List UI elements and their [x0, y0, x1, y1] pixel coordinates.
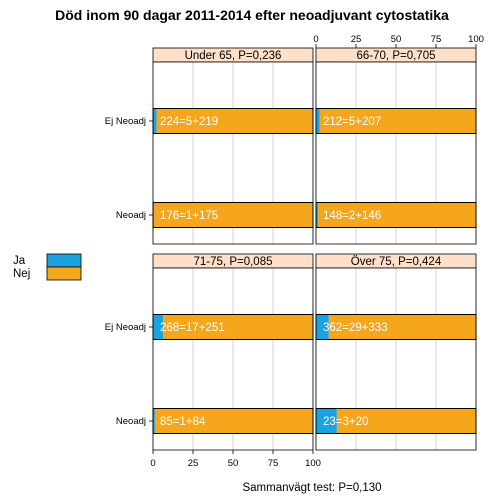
- bar-segment-ja: [153, 108, 157, 134]
- panel-border: [315, 267, 477, 451]
- facet-strip-label: Under 65, P=0,236: [185, 50, 282, 62]
- bar-label: 224=5+219: [160, 116, 218, 128]
- category-label: Ej Neoadj: [105, 322, 146, 333]
- x-tick-label: 25: [351, 34, 362, 45]
- x-tick-label: 100: [305, 458, 321, 469]
- chart-title: Död inom 90 dagar 2011-2014 efter neoadj…: [55, 7, 449, 23]
- bar-label: 23=3+20: [323, 416, 368, 428]
- bar-segment-ja: [316, 408, 337, 434]
- x-tick-label: 100: [468, 34, 484, 45]
- bar-segment-ja: [316, 314, 329, 340]
- facet-strip-label: Över 75, P=0,424: [351, 256, 442, 268]
- bar-segment-nej: [156, 108, 313, 134]
- x-tick-label: 75: [431, 34, 442, 45]
- bar-label: 268=17+251: [160, 322, 225, 334]
- bar-segment-ja: [153, 408, 155, 434]
- bar-label: 148=2+146: [323, 210, 381, 222]
- bar-segment-ja: [153, 314, 164, 340]
- bar-segment-nej: [154, 408, 313, 434]
- category-label: Neoadj: [116, 416, 146, 427]
- x-tick-label: 50: [228, 458, 239, 469]
- bar-segment-nej: [319, 108, 476, 134]
- category-label: Ej Neoadj: [105, 116, 146, 127]
- x-tick-label: 0: [313, 34, 318, 45]
- legend-key: [46, 253, 82, 268]
- combined-test-label: Sammanvägt test: P=0,130: [242, 482, 381, 494]
- bar-label: 212=5+207: [323, 116, 381, 128]
- bar-segment-ja: [316, 108, 320, 134]
- panel-border: [315, 61, 477, 245]
- facet-panel: 71-75, P=0,085 268=17+251 Ej Neoadj 85=1+84…: [105, 253, 321, 469]
- bar-segment-nej: [336, 408, 476, 434]
- legend-label: Ja: [13, 255, 26, 267]
- facet-panel: Över 75, P=0,424 362=29+333 23=3+20: [315, 253, 477, 451]
- bar-segment-nej: [318, 202, 476, 228]
- facet-panel: 66-70, P=0,705 212=5+207 148=2+146 0 25 50 75 1…: [313, 34, 484, 245]
- legend-label: Nej: [13, 268, 30, 280]
- bar-segment-ja: [316, 202, 319, 228]
- bar-segment-nej: [328, 314, 476, 340]
- x-tick-label: 0: [150, 458, 155, 469]
- bar-segment-nej: [153, 202, 313, 228]
- x-tick-label: 25: [188, 458, 199, 469]
- panel-border: [152, 61, 314, 245]
- bar-label: 85=1+84: [160, 416, 206, 428]
- bar-label: 176=1+175: [160, 210, 218, 222]
- x-tick-label: 50: [391, 34, 402, 45]
- category-label: Neoadj: [116, 210, 146, 221]
- bar-label: 362=29+333: [323, 322, 388, 334]
- facet-panel: Under 65, P=0,236 224=5+219 Ej Neoadj 176=1…: [105, 47, 314, 245]
- facet-strip-label: 71-75, P=0,085: [194, 256, 273, 268]
- x-tick-label: 75: [268, 458, 279, 469]
- legend-key: [46, 266, 82, 281]
- bar-segment-nej: [163, 314, 313, 340]
- facet-strip-label: 66-70, P=0,705: [357, 50, 436, 62]
